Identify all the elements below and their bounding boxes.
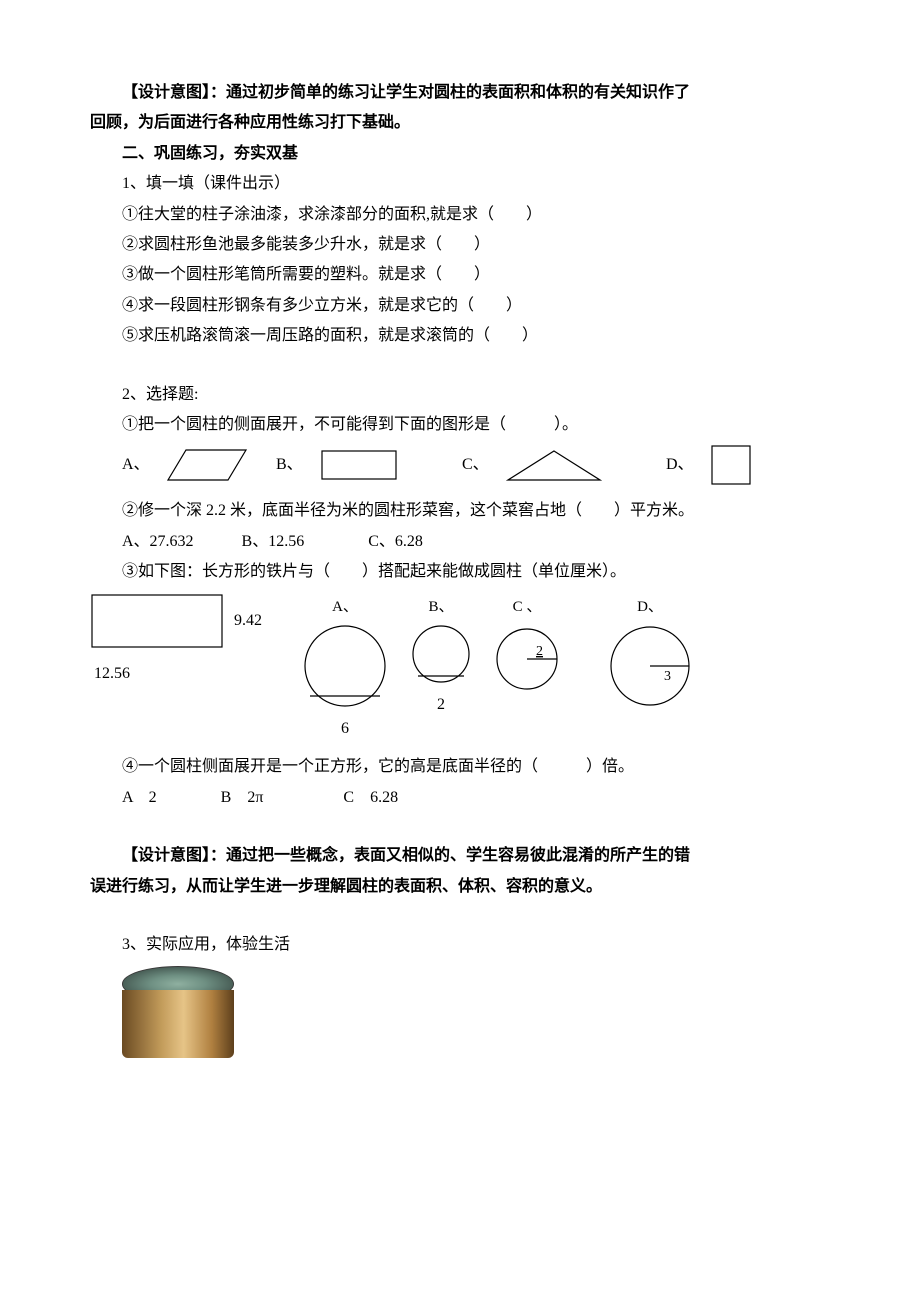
rectangle-icon xyxy=(320,448,398,482)
cup-body xyxy=(122,990,234,1059)
q3-circle-c-dim: 2 xyxy=(536,644,543,659)
section-2-title: 二、巩固练习，夯实双基 xyxy=(90,139,830,169)
q1-opt-b-label: B、 xyxy=(276,450,314,480)
q3-circle-a-svg xyxy=(300,624,390,714)
app-head: 3、实际应用，体验生活 xyxy=(90,930,830,960)
fill-item-2: ②求圆柱形鱼池最多能装多少升水，就是求（ ） xyxy=(90,230,830,260)
q3-stem: ③如下图：长方形的铁片与（ ）搭配起来能做成圆柱（单位厘米）。 xyxy=(90,557,830,587)
q3-circle-b: B、 2 xyxy=(408,593,474,720)
q3-rect-right-label: 9.42 xyxy=(234,606,262,636)
q1-opt-c: C、 xyxy=(462,448,602,482)
spacer xyxy=(90,352,830,380)
q1-opt-c-label: C、 xyxy=(462,450,500,480)
q1-opt-b: B、 xyxy=(276,448,398,482)
fill-head: 1、填一填（课件出示） xyxy=(90,169,830,199)
page: 【设计意图】：通过初步简单的练习让学生对圆柱的表面积和体积的有关知识作了 回顾，… xyxy=(0,0,920,1302)
q2-opts: A、27.632 B、12.56 C、6.28 xyxy=(90,527,830,557)
spacer-3 xyxy=(90,902,830,930)
choice-head: 2、选择题: xyxy=(90,380,830,410)
q3-circle-b-label: B、 xyxy=(428,593,453,622)
q4-stem: ④一个圆柱侧面展开是一个正方形，它的高是底面半径的（ ）倍。 xyxy=(90,752,830,782)
triangle-icon xyxy=(506,448,602,482)
fill-item-4: ④求一段圆柱形钢条有多少立方米，就是求它的（ ） xyxy=(90,291,830,321)
q1-opt-d-label: D、 xyxy=(666,450,704,480)
q3-circle-a-dim: 6 xyxy=(341,714,349,744)
q3-circle-c: C 、 2 xyxy=(492,593,562,694)
design-intent-1-cont: 回顾，为后面进行各种应用性练习打下基础。 xyxy=(90,108,830,138)
spacer-2 xyxy=(90,813,830,841)
design-intent-2-text-a: 通过把一些概念，表面又相似的、学生容易彼此混淆的所产生的错 xyxy=(226,847,690,864)
square-icon xyxy=(710,444,752,486)
q3-circle-a: A、 6 xyxy=(300,593,390,744)
fill-item-3: ③做一个圆柱形笔筒所需要的塑料。就是求（ ） xyxy=(90,260,830,290)
design-intent-2-label: 【设计意图】： xyxy=(122,847,226,864)
q3-circle-d-dim: 3 xyxy=(664,669,671,684)
q3-rectangle xyxy=(90,593,224,649)
design-intent-2-cont: 误进行练习，从而让学生进一步理解圆柱的表面积、体积、容积的意义。 xyxy=(90,872,830,902)
q3-circle-d-label: D、 xyxy=(637,593,663,622)
q1-stem: ①把一个圆柱的侧面展开，不可能得到下面的图形是（ ）。 xyxy=(90,410,830,440)
q3-circle-c-label: C 、 xyxy=(513,593,542,622)
q3-rect-block: 9.42 12.56 xyxy=(90,593,262,689)
q1-opt-d: D、 xyxy=(666,444,752,486)
q3-circle-d-svg: 3 xyxy=(606,624,694,712)
design-intent-1: 【设计意图】：通过初步简单的练习让学生对圆柱的表面积和体积的有关知识作了 xyxy=(90,78,830,108)
q4-opts: A 2 B 2π C 6.28 xyxy=(90,783,830,813)
q3-circle-b-dim: 2 xyxy=(437,690,445,720)
q3-circle-c-svg: 2 xyxy=(492,624,562,694)
cylinder-cup-photo xyxy=(122,960,234,1058)
q1-options: A、 B、 C、 D、 xyxy=(122,444,830,486)
q2-stem: ②修一个深 2.2 米，底面半径为米的圆柱形菜窖，这个菜窖占地（ ）平方米。 xyxy=(90,496,830,526)
fill-item-5: ⑤求压机路滚筒滚一周压路的面积，就是求滚筒的（ ） xyxy=(90,321,830,351)
q3-circle-a-label: A、 xyxy=(332,593,358,622)
q3-circle-d: D、 3 xyxy=(606,593,694,712)
fill-item-1: ①往大堂的柱子涂油漆，求涂漆部分的面积,就是求（ ） xyxy=(90,200,830,230)
q1-opt-a-label: A、 xyxy=(122,450,160,480)
q3-rect-bottom-label: 12.56 xyxy=(94,659,130,689)
q3-figure-row: 9.42 12.56 A、 6 B、 2 C 、 xyxy=(90,593,830,744)
design-intent-1-label: 【设计意图】： xyxy=(122,84,226,101)
design-intent-1-text-a: 通过初步简单的练习让学生对圆柱的表面积和体积的有关知识作了 xyxy=(226,84,690,101)
parallelogram-icon xyxy=(166,446,248,484)
q1-opt-a: A、 xyxy=(122,446,248,484)
design-intent-2: 【设计意图】：通过把一些概念，表面又相似的、学生容易彼此混淆的所产生的错 xyxy=(90,841,830,871)
q3-circle-b-svg xyxy=(408,624,474,690)
